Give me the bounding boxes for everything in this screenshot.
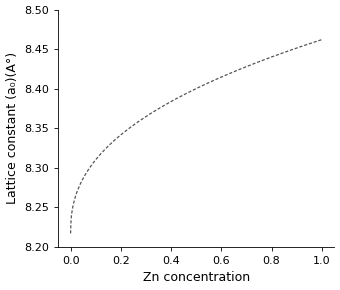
X-axis label: Zn concentration: Zn concentration	[143, 271, 250, 284]
Y-axis label: Lattice constant (a₀)(A°): Lattice constant (a₀)(A°)	[5, 52, 19, 204]
